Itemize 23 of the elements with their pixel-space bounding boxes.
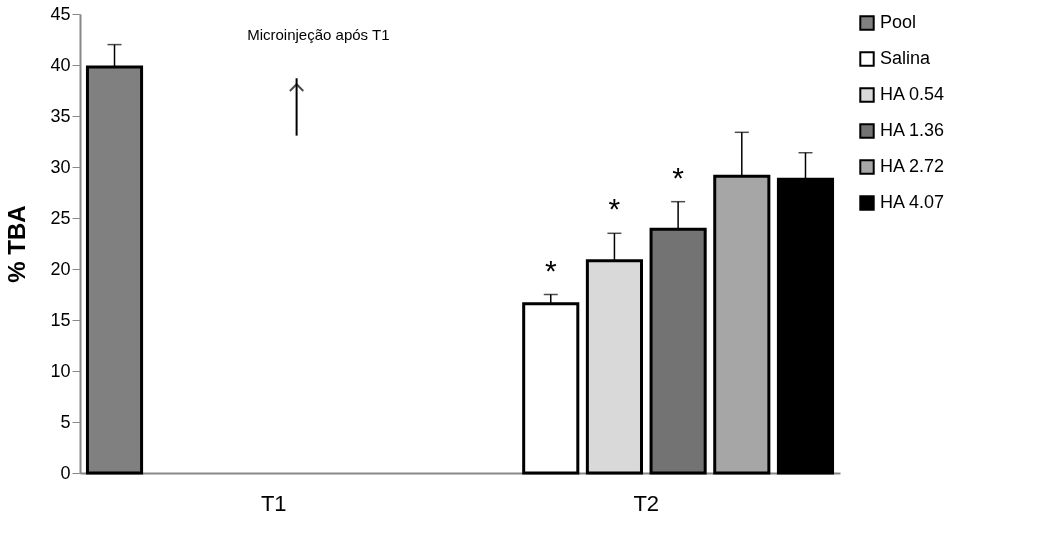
y-tick-label: 35 — [50, 105, 71, 126]
y-axis-title: % TBA — [3, 205, 31, 283]
legend-label: Salina — [880, 48, 932, 68]
legend-label: Pool — [880, 12, 917, 32]
legend-label: HA 2.72 — [880, 156, 945, 176]
annotation: Microinjeção após T1 — [247, 25, 390, 43]
y-tick-label: 30 — [50, 156, 71, 177]
data-label: * — [672, 160, 685, 194]
x-tick-label: T2 — [633, 490, 660, 516]
legend-label: HA 1.36 — [880, 120, 945, 140]
y-tick-label: 0 — [60, 462, 71, 483]
y-tick-label: 40 — [50, 54, 71, 75]
data-label: * — [544, 253, 557, 287]
y-tick-label: 45 — [50, 3, 71, 24]
y-tick-label: 5 — [60, 411, 71, 432]
legend-label: HA 4.07 — [880, 192, 945, 212]
legend-label: HA 0.54 — [880, 84, 945, 104]
y-tick-label: 25 — [50, 207, 71, 228]
data-label: * — [608, 192, 621, 226]
y-tick-label: 10 — [50, 360, 71, 381]
x-tick-label: T1 — [260, 490, 287, 516]
y-tick-label: 15 — [50, 309, 71, 330]
y-tick-label: 20 — [50, 258, 71, 279]
